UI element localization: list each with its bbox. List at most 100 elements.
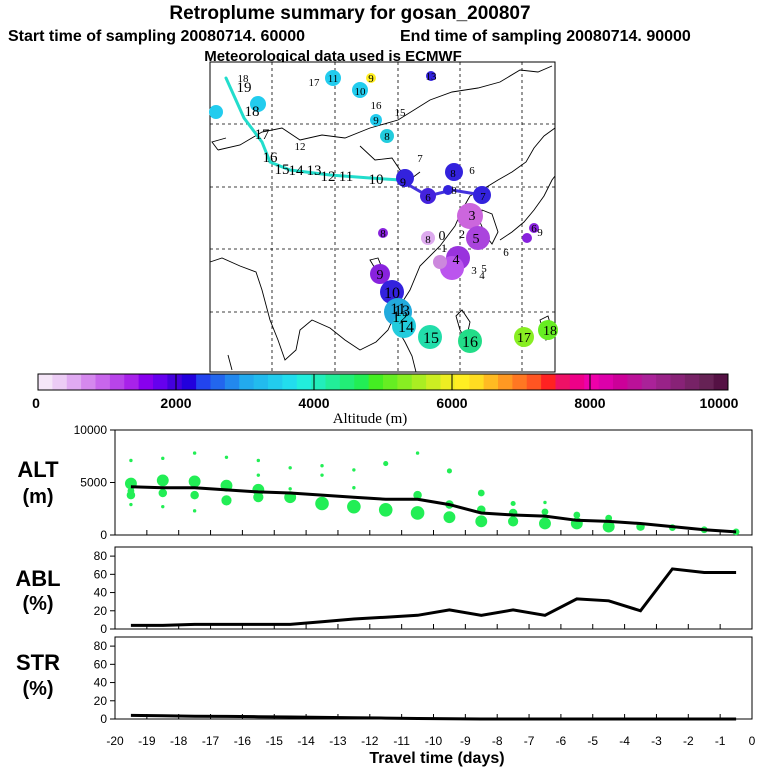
colorbar-swatch [52,374,68,390]
y-tick-label: 10000 [74,423,108,437]
plume-label: 1 [441,241,447,255]
x-tick-label: -5 [587,734,598,748]
colorbar-swatch [167,374,183,390]
x-tick-label: -12 [361,734,379,748]
alt-particle-point [443,511,456,524]
colorbar-swatch [368,374,384,390]
alt-particle-point [256,473,261,477]
colorbar-swatch [282,374,298,390]
x-tick-label: -18 [170,734,188,748]
map-panel: 19 18 17 16 15 14 13 12 11 10 9 8 7 6 5 … [209,61,558,373]
panel-alt-title: ALT [17,457,59,482]
alt-particle-point [253,492,264,503]
x-tick-label: -1 [715,734,726,748]
plume-label: 19 [237,80,252,96]
colorbar-swatch [699,374,715,390]
panel-str-ylabel: (%) [22,678,53,700]
secondary-label: 3 [471,265,477,277]
altitude-colorbar: 0 2000 4000 6000 8000 10000 Altitude (m) [32,373,739,427]
map-frame [209,61,556,373]
x-tick-label: -13 [329,734,347,748]
y-tick-label: 60 [94,657,108,671]
colorbar-swatch [354,374,370,390]
plume-label: 0 [439,229,446,244]
panel-abl: ABL (%) 0 20 40 60 80 [15,546,753,636]
alt-particle-point [161,504,165,509]
alt-particle-point [256,458,261,463]
alt-particle-point [508,516,519,527]
alt-particle-point [129,502,133,507]
secondary-label: 10 [384,285,400,302]
colorbar-swatch [411,374,427,390]
alt-particle-point [192,509,197,513]
secondary-label: 8 [380,228,386,240]
secondary-label: 10 [355,86,367,98]
colorbar-swatch [153,374,168,390]
alt-particle-point [158,488,168,498]
secondary-label: 15 [395,107,407,119]
colorbar-tick-label: 6000 [436,395,467,411]
abl-line [130,567,737,627]
colorbar-tick-label: 10000 [700,395,739,411]
alt-particle-point [161,456,165,461]
colorbar-swatch [339,374,355,390]
alt-particle-point [378,503,393,517]
colorbar-swatch [210,374,226,390]
secondary-label: 12 [392,309,408,326]
x-tick-label: -4 [619,734,630,748]
x-tick-label: -16 [234,734,252,748]
x-tick-label: -15 [266,734,284,748]
colorbar-swatch [296,374,312,390]
colorbar-swatch [239,374,255,390]
secondary-label: 14 [398,319,414,336]
colorbar-swatch [584,374,600,390]
secondary-label: 16 [371,100,383,112]
colorbar-tick-label: 0 [32,395,40,411]
coastlines [209,65,556,373]
alt-particle-point [224,455,229,459]
colorbar-swatch [613,374,628,390]
plume-label: 10 [369,172,384,188]
plume-label: 4 [453,253,460,268]
colorbar-swatch [627,374,643,390]
colorbar-swatch [670,374,686,390]
colorbar-swatch [469,374,485,390]
met-data-label: Meteorological data used is ECMWF [204,48,462,65]
alt-particle-point [541,508,549,516]
secondary-label: 8 [451,185,457,197]
x-axis: -20 -19 -18 -17 -16 -15 -14 -13 -12 -11 -10 -9 -8 -7-… [106,530,756,748]
plume-label: 8 [450,168,456,180]
y-tick-label: 60 [94,567,108,581]
alt-particle-point [127,487,135,495]
x-tick-label: -20 [106,734,124,748]
panel-abl-ylabel: (%) [22,593,53,615]
alt-particle-point [347,499,361,514]
plume-label: 3 [469,209,476,224]
secondary-label: 4 [479,270,485,282]
plume-label: 16 [263,150,279,166]
colorbar-swatch [181,374,197,390]
y-tick-label: 20 [94,604,108,618]
x-tick-label: 0 [749,734,756,748]
secondary-label: 11 [390,301,405,318]
y-tick-label: 40 [94,676,108,690]
colorbar-swatch [311,374,326,390]
plume-label: 13 [307,163,322,179]
secondary-label: 13 [426,71,438,83]
y-tick-label: 0 [100,622,107,636]
colorbar-swatch [656,374,671,390]
plume-label: 9 [400,175,406,189]
secondary-label: 17 [517,331,531,346]
y-tick-label: 0 [100,528,107,542]
colorbar-swatch [454,374,470,390]
y-tick-label: 0 [100,712,107,726]
alt-particle-point [221,495,232,506]
secondary-label: 7 [417,153,423,165]
plume-bubbles [209,70,558,353]
colorbar-tick-label: 8000 [574,395,605,411]
alt-particle-point [539,517,551,530]
colorbar-swatch [66,374,82,390]
x-tick-label: -11 [393,734,410,748]
trajectory-line-east [398,178,484,198]
